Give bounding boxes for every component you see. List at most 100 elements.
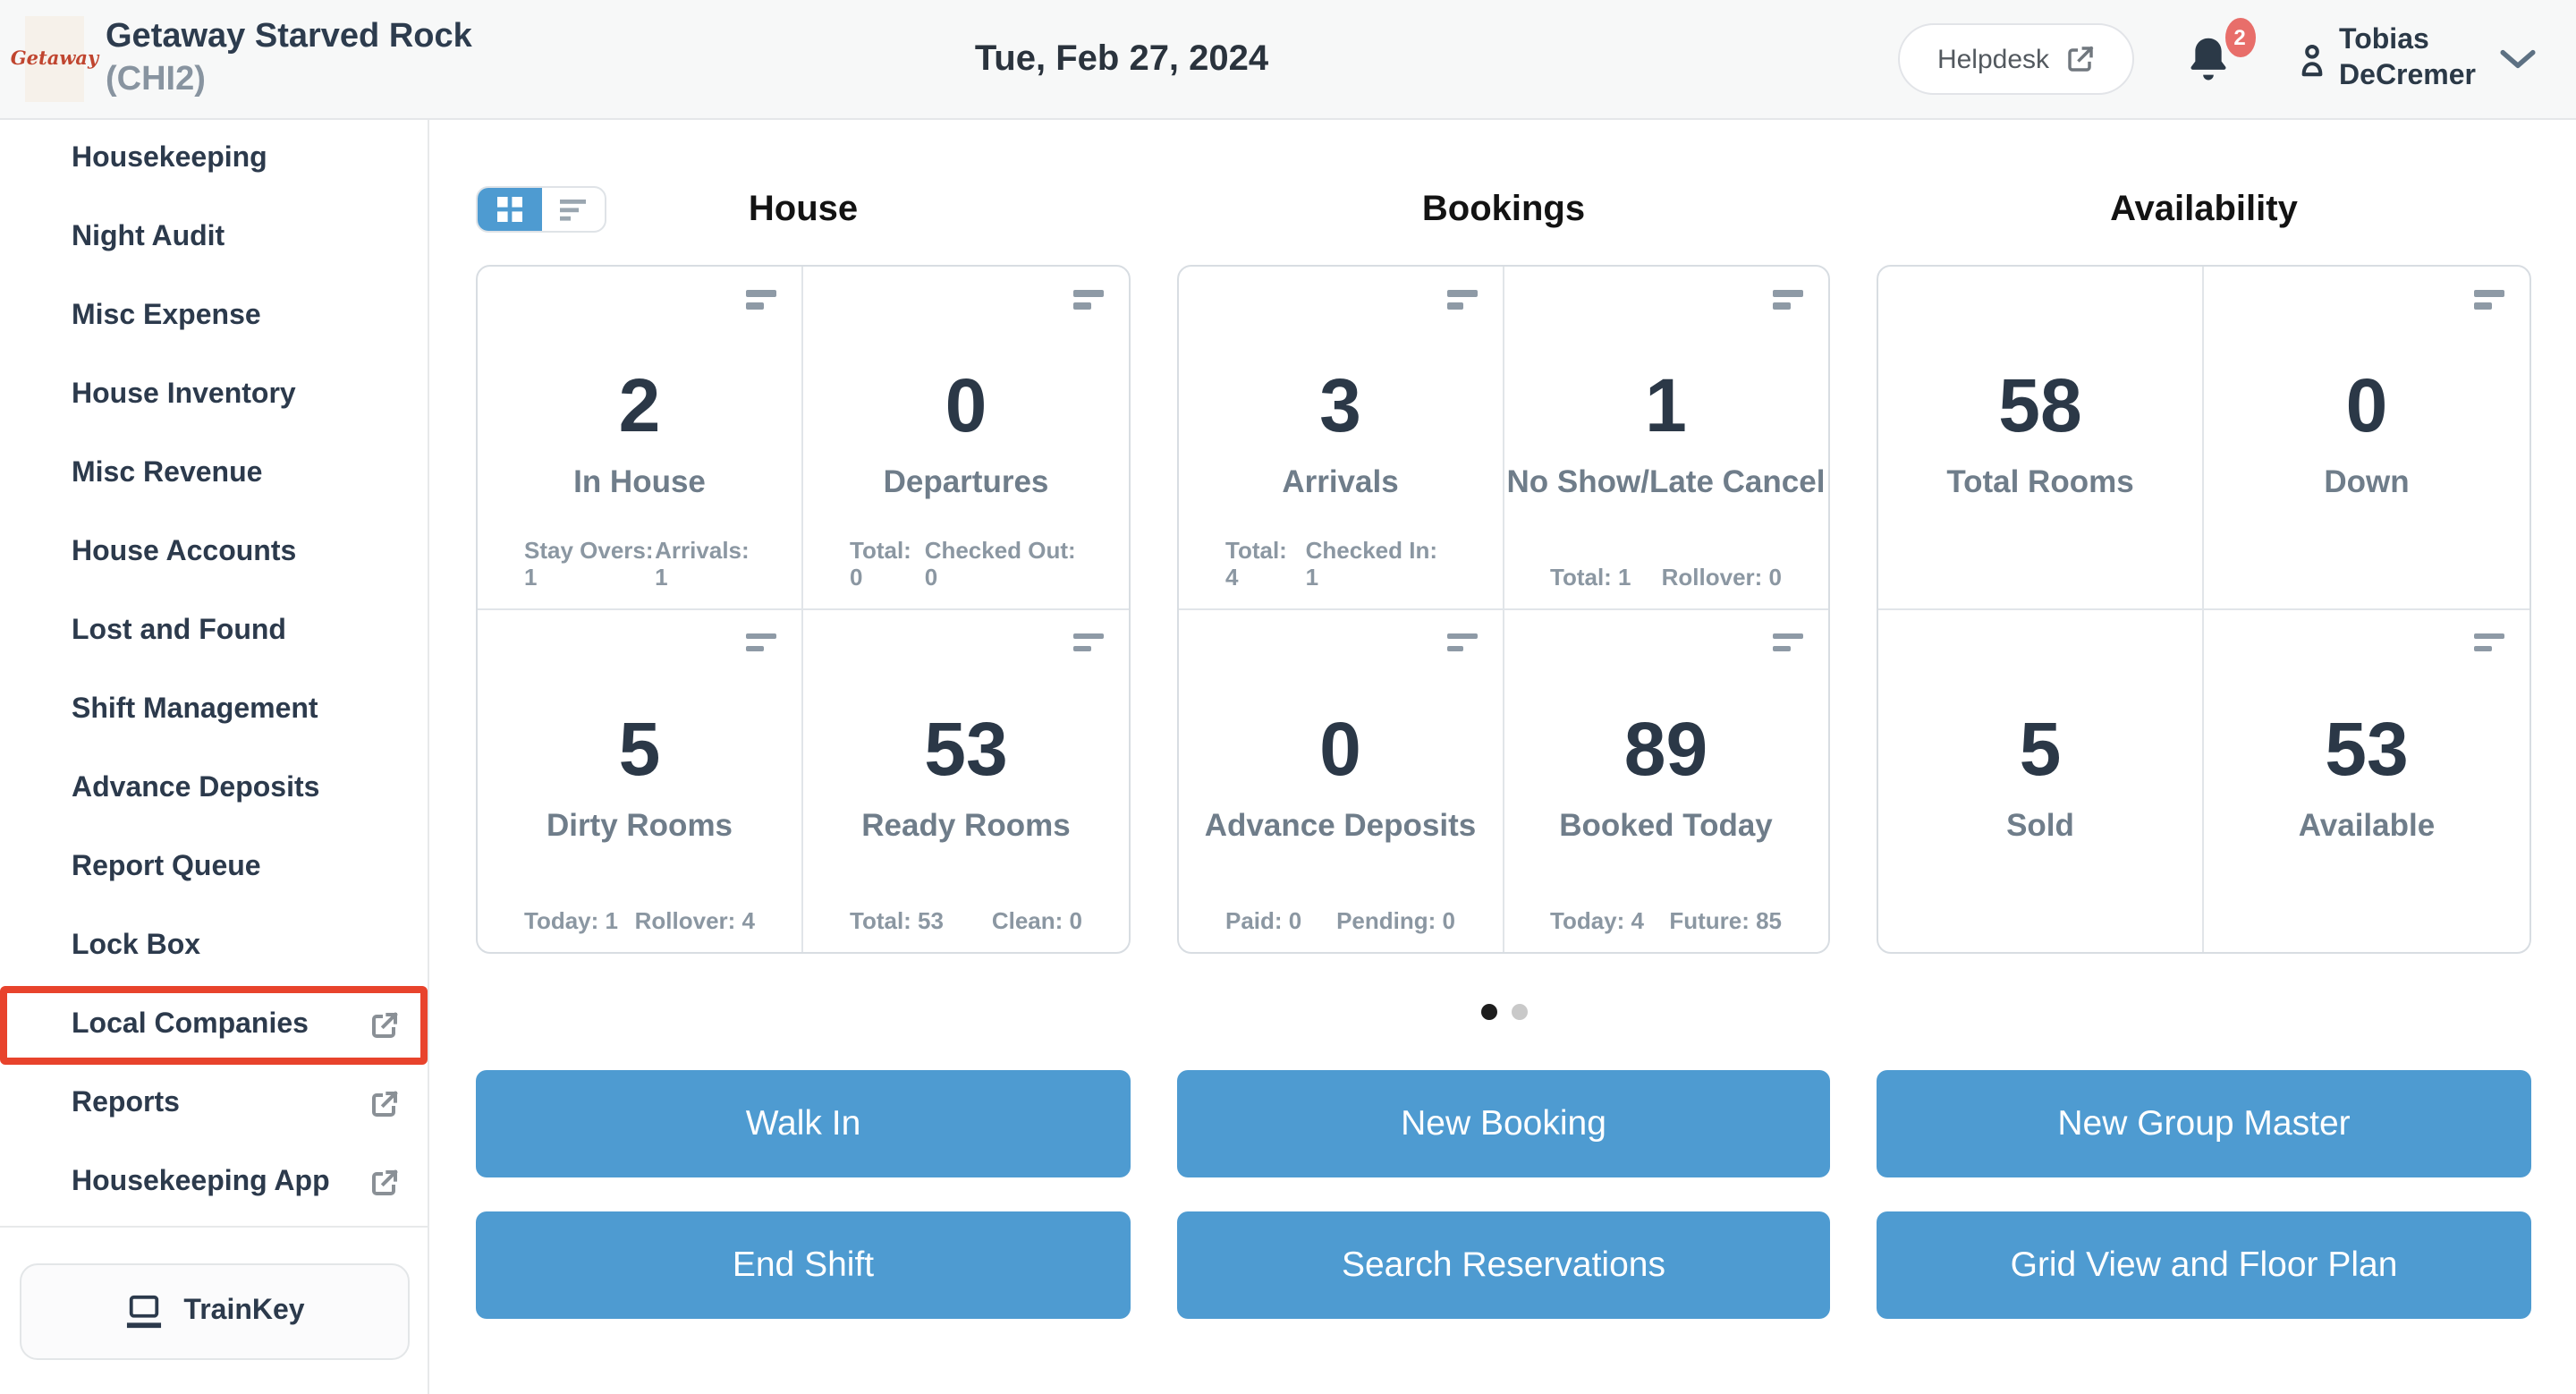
card-label: Arrivals (1282, 463, 1399, 499)
sidebar-item-misc-expense[interactable]: Misc Expense (0, 277, 428, 356)
pagination-dot-2[interactable] (1511, 1004, 1527, 1020)
sidebar-item-shift-management[interactable]: Shift Management (0, 671, 428, 750)
card-in-house[interactable]: 2 In House Stay Overs: 1 Arrivals: 1 (478, 267, 803, 609)
sidebar-item-label: Reports (72, 1088, 180, 1118)
stats-bars-icon (1446, 290, 1477, 309)
helpdesk-button[interactable]: Helpdesk (1897, 23, 2134, 95)
property-title: Getaway Starved Rock (CHI2) (106, 16, 472, 102)
user-menu[interactable]: Tobias DeCremer (2296, 23, 2476, 95)
sidebar-item-misc-revenue[interactable]: Misc Revenue (0, 435, 428, 514)
walk-in-button[interactable]: Walk In (476, 1070, 1131, 1177)
end-shift-button[interactable]: End Shift (476, 1211, 1131, 1319)
notification-badge: 2 (2224, 18, 2256, 57)
stats-bars-icon (1073, 290, 1104, 309)
stats-bars-icon (2474, 290, 2504, 309)
sidebar-item-label: House Inventory (72, 379, 296, 410)
card-stat-right: Rollover: 4 (634, 907, 755, 934)
header-controls: Helpdesk 2 (1897, 18, 2576, 95)
house-card-group: 2 In House Stay Overs: 1 Arrivals: 1 0 D… (476, 265, 1131, 954)
sidebar-item-reports[interactable]: Reports (0, 1065, 428, 1143)
sidebar-item-advance-deposits[interactable]: Advance Deposits (0, 750, 428, 829)
card-stat-left: Today: 4 (1550, 907, 1644, 934)
card-stat-left: Paid: 0 (1225, 907, 1302, 934)
sidebar-item-report-queue[interactable]: Report Queue (0, 829, 428, 907)
card-departures[interactable]: 0 Departures Total: 0 Checked Out: 0 (803, 267, 1129, 609)
sidebar-item-label: Night Audit (72, 222, 225, 252)
card-stat-right: Rollover: 0 (1661, 563, 1782, 590)
brand-logo[interactable]: Getaway (11, 16, 98, 102)
sidebar-item-label: Shift Management (72, 694, 318, 725)
card-booked-today[interactable]: 89 Booked Today Today: 4 Future: 85 (1504, 609, 1828, 952)
user-icon (2296, 40, 2326, 78)
sidebar-item-label: House Accounts (72, 537, 297, 567)
user-name-line2: DeCremer (2339, 61, 2476, 91)
notifications-button[interactable]: 2 (2183, 18, 2256, 84)
sidebar-item-lock-box[interactable]: Lock Box (0, 907, 428, 986)
sidebar-item-house-accounts[interactable]: House Accounts (0, 514, 428, 592)
card-dirty-rooms[interactable]: 5 Dirty Rooms Today: 1 Rollover: 4 (478, 609, 803, 952)
helpdesk-label: Helpdesk (1936, 44, 2050, 74)
grid-view-floor-plan-button[interactable]: Grid View and Floor Plan (1877, 1211, 2531, 1319)
stats-bars-icon (746, 290, 776, 309)
card-total-rooms[interactable]: 58 Total Rooms (1878, 267, 2204, 609)
card-value: 0 (2345, 363, 2388, 447)
card-sold[interactable]: 5 Sold (1878, 609, 2204, 952)
external-link-icon (370, 1011, 399, 1040)
card-value: 0 (945, 363, 987, 447)
property-name: Getaway Starved Rock (106, 18, 472, 55)
card-advance-deposits[interactable]: 0 Advance Deposits Paid: 0 Pending: 0 (1179, 609, 1504, 952)
card-stat-left: Total: 0 (850, 536, 911, 590)
sidebar-item-night-audit[interactable]: Night Audit (0, 199, 428, 277)
sidebar-item-housekeeping-app[interactable]: Housekeeping App (0, 1143, 428, 1222)
card-label: Advance Deposits (1204, 806, 1477, 842)
card-stats: Paid: 0 Pending: 0 (1225, 907, 1455, 934)
availability-card-group: 58 Total Rooms 0 Down 5 Sold 53 Availabl… (1877, 265, 2531, 954)
laptop-icon (123, 1293, 164, 1329)
card-stats: Total: 4 Checked In: 1 (1225, 536, 1455, 590)
grid-icon (497, 197, 522, 222)
card-label: Total Rooms (1946, 463, 2134, 499)
sidebar: Housekeeping Night Audit Misc Expense Ho… (0, 120, 429, 1394)
sidebar-item-label: Advance Deposits (72, 773, 320, 803)
pagination-dot-1[interactable] (1480, 1004, 1496, 1020)
stats-bars-icon (1073, 633, 1104, 651)
card-ready-rooms[interactable]: 53 Ready Rooms Total: 53 Clean: 0 (803, 609, 1129, 952)
card-stats: Total: 1 Rollover: 0 (1550, 563, 1782, 590)
card-stat-right: Arrivals: 1 (655, 536, 750, 590)
sidebar-item-local-companies[interactable]: Local Companies (0, 986, 428, 1065)
sidebar-item-lost-and-found[interactable]: Lost and Found (0, 592, 428, 671)
card-stat-right: Pending: 0 (1336, 907, 1455, 934)
sidebar-item-label: Local Companies (72, 1009, 309, 1040)
card-value: 58 (1998, 363, 2082, 447)
stats-bars-icon (2474, 633, 2504, 651)
external-link-icon (2065, 45, 2094, 73)
brand-logo-text: Getaway (10, 48, 99, 70)
list-view-button[interactable] (542, 188, 605, 231)
card-stat-left: Total: 4 (1225, 536, 1287, 590)
card-value: 5 (2019, 706, 2062, 790)
external-link-icon (370, 1169, 399, 1197)
view-toggle (476, 186, 606, 233)
card-stat-right: Future: 85 (1669, 907, 1782, 934)
new-booking-button[interactable]: New Booking (1177, 1070, 1830, 1177)
sidebar-item-house-inventory[interactable]: House Inventory (0, 356, 428, 435)
card-label: Departures (883, 463, 1049, 499)
card-value: 1 (1645, 363, 1687, 447)
card-down[interactable]: 0 Down (2204, 267, 2529, 609)
bell-icon (2183, 34, 2232, 84)
card-no-show-late-cancel[interactable]: 1 No Show/Late Cancel Total: 1 Rollover:… (1504, 267, 1828, 609)
trainkey-section: TrainKey (0, 1226, 428, 1394)
new-group-master-button[interactable]: New Group Master (1877, 1070, 2531, 1177)
grid-view-button[interactable] (478, 188, 542, 231)
sidebar-item-label: Lock Box (72, 931, 201, 961)
card-stat-right: Clean: 0 (991, 907, 1082, 934)
card-arrivals[interactable]: 3 Arrivals Total: 4 Checked In: 1 (1179, 267, 1504, 609)
external-link-icon (370, 1090, 399, 1118)
bookings-card-group: 3 Arrivals Total: 4 Checked In: 1 1 No S… (1177, 265, 1830, 954)
trainkey-button[interactable]: TrainKey (19, 1262, 409, 1359)
sidebar-item-label: Housekeeping App (72, 1167, 330, 1197)
sidebar-item-housekeeping[interactable]: Housekeeping (0, 120, 428, 199)
search-reservations-button[interactable]: Search Reservations (1177, 1211, 1830, 1319)
card-available[interactable]: 53 Available (2204, 609, 2529, 952)
chevron-down-icon[interactable] (2499, 48, 2537, 70)
